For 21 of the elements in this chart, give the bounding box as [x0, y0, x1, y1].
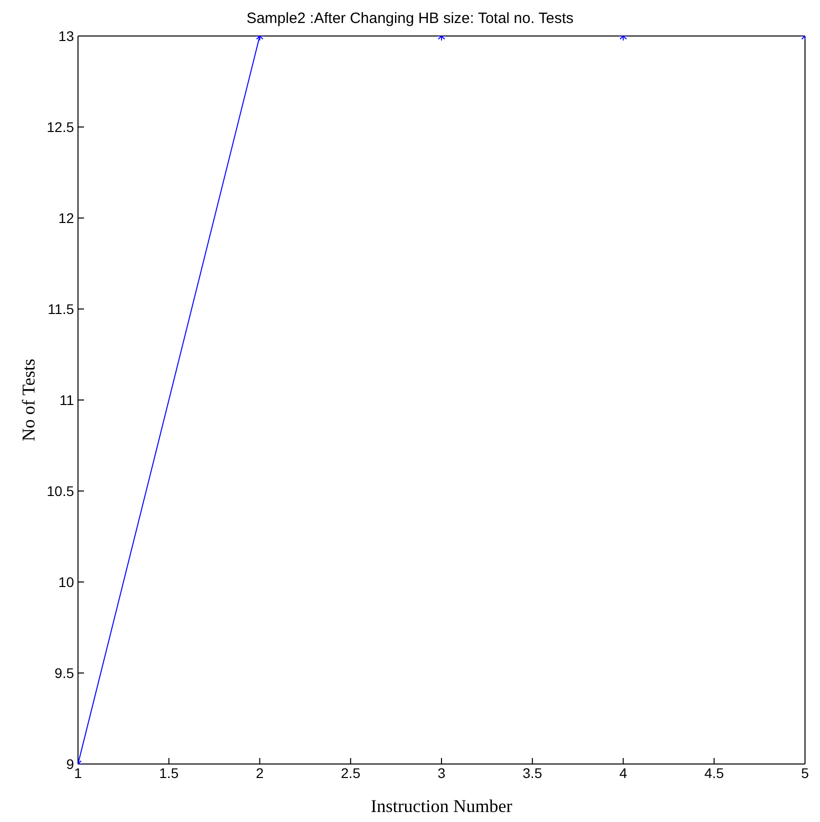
x-tick-label: 3	[438, 764, 446, 781]
x-tick-label: 5	[801, 764, 810, 781]
y-tick-label: 9.5	[54, 664, 74, 681]
y-tick-label: 9	[66, 756, 74, 772]
y-tick-label: 11	[59, 392, 74, 408]
x-tick-label: 4.5	[704, 764, 724, 781]
x-tick-label: 1	[74, 764, 82, 781]
x-tick-label: 4	[619, 764, 628, 781]
y-tick-label: 10	[58, 574, 74, 590]
x-tick-label: 1.5	[159, 764, 179, 781]
y-tick-label: 11.5	[48, 300, 74, 317]
x-axis-title: Instruction Number	[370, 796, 512, 816]
y-tick-label: 10.5	[46, 482, 74, 499]
y-axis-title: No of Tests	[18, 358, 38, 442]
chart-title: Sample2 :After Changing HB size: Total no. Tests	[245, 10, 575, 27]
x-tick-label: 3.5	[522, 764, 542, 781]
x-tick-label: 2.5	[340, 764, 361, 781]
y-tick-label: 12.5	[46, 118, 74, 135]
x-tick-label: 2	[256, 764, 264, 781]
y-tick-label: 13	[58, 28, 74, 44]
y-tick-label: 12	[58, 210, 74, 226]
